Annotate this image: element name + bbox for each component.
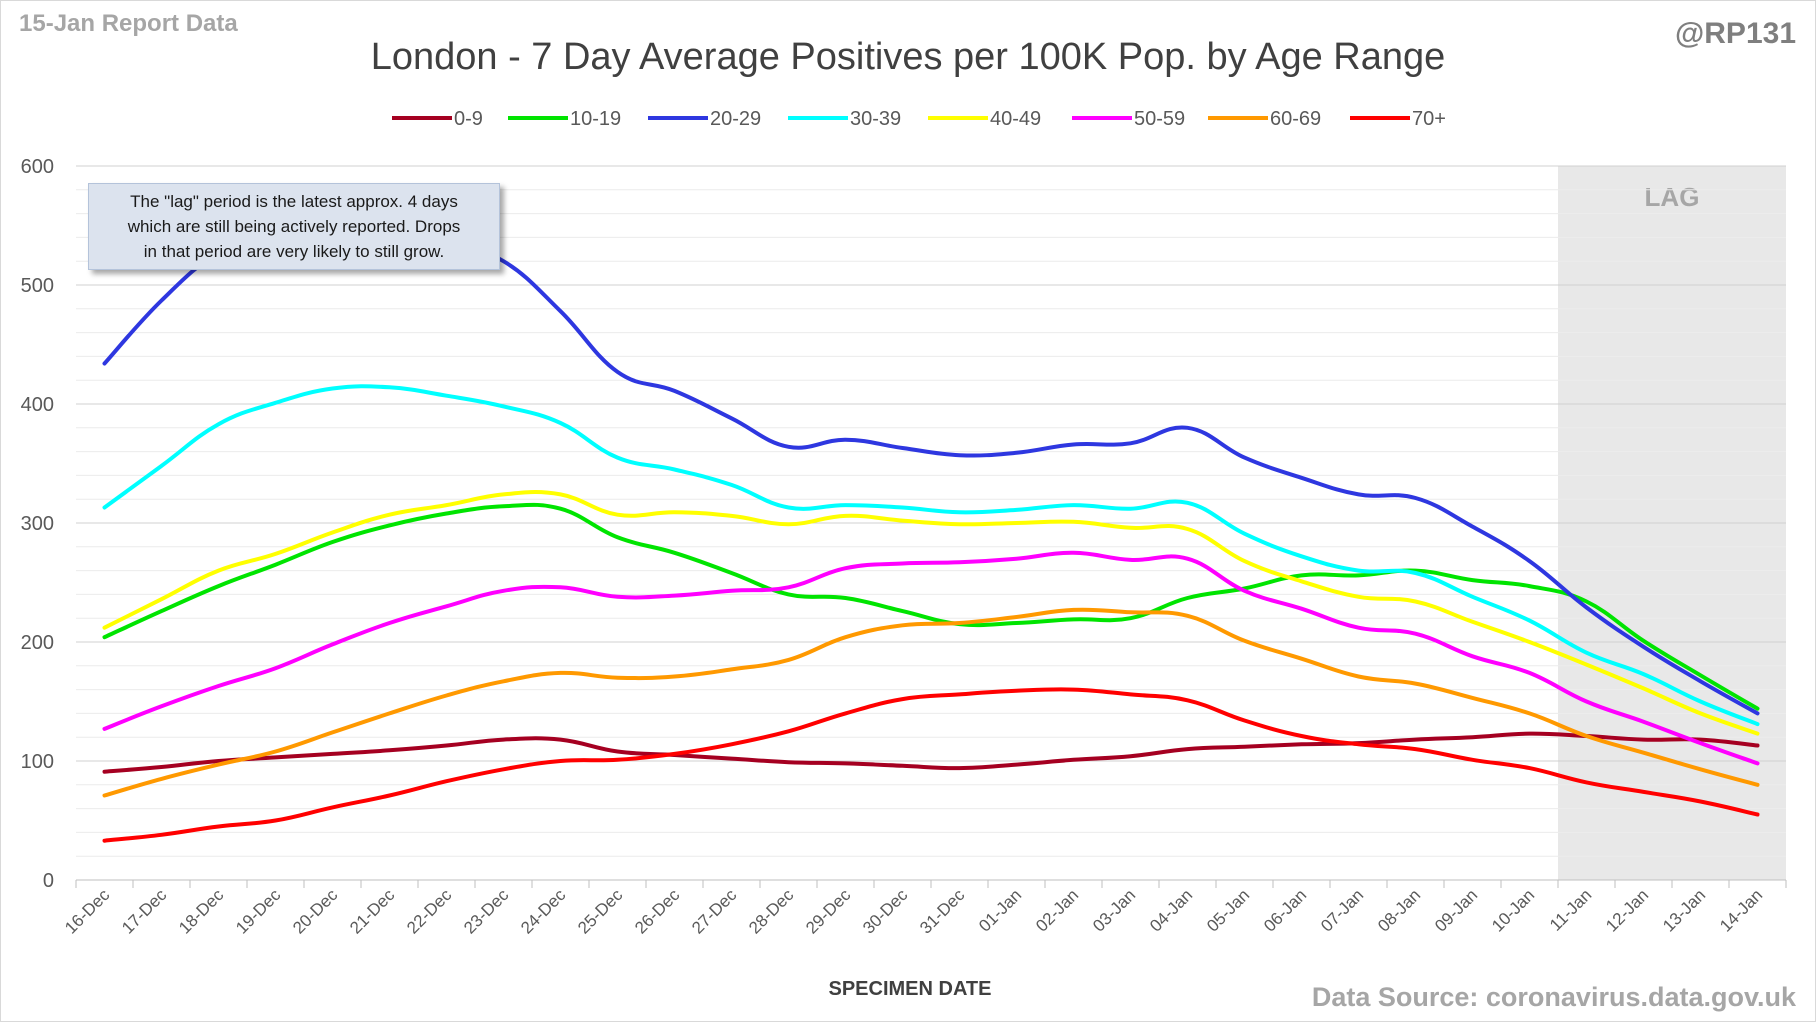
y-tick-label: 600 bbox=[21, 156, 54, 178]
x-tick-label: 09-Jan bbox=[1431, 885, 1481, 935]
y-tick-label: 300 bbox=[21, 513, 54, 535]
legend-label-0-9: 0-9 bbox=[454, 108, 483, 130]
data-source: Data Source: coronavirus.data.gov.uk bbox=[1311, 982, 1796, 1012]
legend-label-70+: 70+ bbox=[1412, 108, 1446, 130]
series-line-50-59 bbox=[102, 550, 1760, 766]
legend: 0-9 10-19 20-29 30-39 40-49 50-59 60-69 70+ bbox=[392, 108, 1446, 130]
y-tick-label: 400 bbox=[21, 394, 54, 416]
x-tick-label: 16-Dec bbox=[61, 885, 114, 938]
series-line-60-69 bbox=[102, 607, 1760, 798]
x-tick-label: 24-Dec bbox=[517, 885, 570, 938]
x-tick-label: 01-Jan bbox=[975, 885, 1025, 935]
x-tick-label: 07-Jan bbox=[1317, 885, 1367, 935]
x-tick-label: 06-Jan bbox=[1260, 885, 1310, 935]
lag-note-line-2: which are still being actively reported.… bbox=[127, 217, 461, 236]
x-tick-label: 19-Dec bbox=[232, 885, 285, 938]
x-tick-label: 10-Jan bbox=[1488, 885, 1538, 935]
y-tick-label: 500 bbox=[21, 275, 54, 297]
legend-label-10-19: 10-19 bbox=[570, 108, 621, 130]
x-tick-label: 22-Dec bbox=[403, 885, 456, 938]
x-tick-label: 08-Jan bbox=[1374, 885, 1424, 935]
legend-label-50-59: 50-59 bbox=[1134, 108, 1185, 130]
x-tick-label: 04-Jan bbox=[1146, 885, 1196, 935]
x-tick-label: 12-Jan bbox=[1602, 885, 1652, 935]
legend-label-20-29: 20-29 bbox=[710, 108, 761, 130]
series-line-40-49 bbox=[102, 490, 1760, 736]
x-tick-label: 14-Jan bbox=[1716, 885, 1766, 935]
x-tick-label: 27-Dec bbox=[688, 885, 741, 938]
x-tick-label: 18-Dec bbox=[175, 885, 228, 938]
gridlines bbox=[76, 165, 1786, 857]
series-line-10-19 bbox=[102, 502, 1760, 711]
x-tick-label: 31-Dec bbox=[916, 885, 969, 938]
x-tick-label: 21-Dec bbox=[346, 885, 399, 938]
y-tick-label: 0 bbox=[43, 870, 54, 892]
y-tick-label: 200 bbox=[21, 632, 54, 654]
series-line-30-39 bbox=[102, 384, 1760, 727]
author-handle: @RP131 bbox=[1675, 17, 1796, 50]
x-tick-label: 17-Dec bbox=[118, 885, 171, 938]
lag-label: LAG bbox=[1645, 182, 1700, 212]
legend-label-30-39: 30-39 bbox=[850, 108, 901, 130]
x-tick-label: 11-Jan bbox=[1546, 885, 1595, 934]
legend-label-60-69: 60-69 bbox=[1270, 108, 1321, 130]
x-tick-label: 02-Jan bbox=[1032, 885, 1082, 935]
series-lines bbox=[102, 224, 1760, 843]
report-tag: 15-Jan Report Data bbox=[19, 10, 238, 37]
x-tick-label: 05-Jan bbox=[1203, 885, 1253, 935]
lag-note: The "lag" period is the latest approx. 4… bbox=[88, 183, 500, 270]
x-tick-label: 28-Dec bbox=[745, 885, 798, 938]
lag-note-line-1: The "lag" period is the latest approx. 4… bbox=[130, 192, 458, 211]
lag-note-line-3: in that period are very likely to still … bbox=[143, 242, 445, 261]
series-line-20-29 bbox=[102, 224, 1760, 716]
series-line-0-9 bbox=[102, 731, 1760, 774]
series-line-70+ bbox=[102, 687, 1760, 843]
x-tick-label: 25-Dec bbox=[574, 885, 627, 938]
x-tick-label: 20-Dec bbox=[289, 885, 342, 938]
chart-title: London - 7 Day Average Positives per 100… bbox=[370, 36, 1446, 78]
x-tick-label: 30-Dec bbox=[859, 885, 912, 938]
x-tick-label: 26-Dec bbox=[631, 885, 684, 938]
x-tick-label: 13-Jan bbox=[1659, 885, 1709, 935]
x-tick-label: 03-Jan bbox=[1089, 885, 1139, 935]
legend-label-40-49: 40-49 bbox=[990, 108, 1041, 130]
y-tick-label: 100 bbox=[21, 751, 54, 773]
x-tick-label: 29-Dec bbox=[802, 885, 855, 938]
x-tick-label: 23-Dec bbox=[460, 885, 513, 938]
x-axis-title: SPECIMEN DATE bbox=[828, 978, 992, 1000]
